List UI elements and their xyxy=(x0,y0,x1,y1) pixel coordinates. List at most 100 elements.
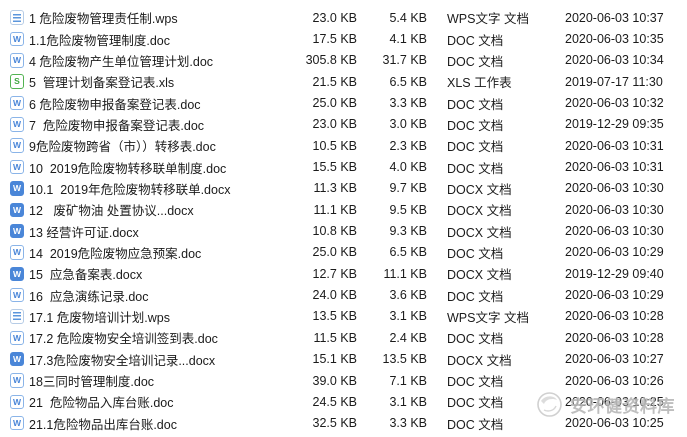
file-packed-size: 31.7 KB xyxy=(382,53,427,68)
file-name: 9危险废物跨省（市））转移表.doc xyxy=(29,140,216,155)
doc-file-icon: W xyxy=(10,53,24,68)
file-date: 2020-06-03 10:29 xyxy=(565,288,664,303)
file-row[interactable]: W 4 危险废物产生单位管理计划.doc 305.8 KB 31.7 KB DO… xyxy=(0,50,687,71)
file-date: 2020-06-03 10:31 xyxy=(565,138,664,153)
file-size: 10.5 KB xyxy=(312,138,357,153)
file-date: 2019-12-29 09:35 xyxy=(565,117,664,132)
file-packed-size: 5.4 KB xyxy=(389,10,427,25)
file-row[interactable]: W 9危险废物跨省（市））转移表.doc 10.5 KB 2.3 KB DOC … xyxy=(0,135,687,156)
docx-file-icon: W xyxy=(10,351,24,367)
file-row[interactable]: W 21.1危险物品出库台账.doc 32.5 KB 3.3 KB DOC 文档… xyxy=(0,413,687,434)
file-packed-size: 3.3 KB xyxy=(389,96,427,111)
file-size: 15.1 KB xyxy=(312,352,357,367)
file-date: 2020-06-03 10:28 xyxy=(565,309,664,324)
file-name: 17.1 危废物培训计划.wps xyxy=(29,310,171,325)
file-row[interactable]: W 21 危险物品入库台账.doc 24.5 KB 3.1 KB DOC 文档 … xyxy=(0,391,687,412)
file-size: 32.5 KB xyxy=(312,416,357,431)
file-row[interactable]: W 10.1 2019年危险废物转移联单.docx 11.3 KB 9.7 KB… xyxy=(0,178,687,199)
file-name: 13 经营许可证.docx xyxy=(29,225,139,240)
file-date: 2019-12-29 09:40 xyxy=(565,266,664,281)
file-packed-size: 4.0 KB xyxy=(389,160,427,175)
file-name: 7 危险废物申报备案登记表.doc xyxy=(29,118,205,133)
file-row[interactable]: S 5 管理计划备案登记表.xls 21.5 KB 6.5 KB XLS 工作表… xyxy=(0,71,687,92)
doc-file-icon: W xyxy=(10,373,24,388)
file-name: 21.1危险物品出库台账.doc xyxy=(29,417,177,432)
file-type: DOC 文档 xyxy=(447,54,504,69)
wps-file-icon xyxy=(10,10,24,25)
file-row[interactable]: W 15 应急备案表.docx 12.7 KB 11.1 KB DOCX 文档 … xyxy=(0,263,687,284)
file-name: 1 危险废物管理责任制.wps xyxy=(29,12,178,27)
file-size: 25.0 KB xyxy=(312,96,357,111)
file-size: 13.5 KB xyxy=(312,309,357,324)
file-row[interactable]: W 16 应急演练记录.doc 24.0 KB 3.6 KB DOC 文档 20… xyxy=(0,284,687,305)
file-name: 17.2 危险废物安全培训签到表.doc xyxy=(29,332,218,347)
file-type: DOCX 文档 xyxy=(447,182,512,197)
file-type: DOC 文档 xyxy=(447,396,504,411)
file-type: DOC 文档 xyxy=(447,246,504,261)
file-type: DOC 文档 xyxy=(447,161,504,176)
file-row[interactable]: W 18三同时管理制度.doc 39.0 KB 7.1 KB DOC 文档 20… xyxy=(0,370,687,391)
file-packed-size: 3.6 KB xyxy=(389,288,427,303)
file-date: 2020-06-03 10:25 xyxy=(565,416,664,431)
file-name: 14 2019危险废物应急预案.doc xyxy=(29,246,202,261)
file-type: DOC 文档 xyxy=(447,375,504,390)
file-date: 2020-06-03 10:29 xyxy=(565,245,664,260)
file-row[interactable]: W 12 废矿物油 处置协议...docx 11.1 KB 9.5 KB DOC… xyxy=(0,199,687,220)
file-size: 25.0 KB xyxy=(312,245,357,260)
file-date: 2019-07-17 11:30 xyxy=(565,74,663,89)
file-packed-size: 2.4 KB xyxy=(389,330,427,345)
file-packed-size: 2.3 KB xyxy=(389,138,427,153)
file-date: 2020-06-03 10:30 xyxy=(565,202,664,217)
file-name: 18三同时管理制度.doc xyxy=(29,375,155,390)
file-row[interactable]: W 17.2 危险废物安全培训签到表.doc 11.5 KB 2.4 KB DO… xyxy=(0,327,687,348)
file-packed-size: 9.7 KB xyxy=(389,181,427,196)
file-size: 24.5 KB xyxy=(312,394,357,409)
file-date: 2020-06-03 10:25 xyxy=(565,394,664,409)
file-packed-size: 11.1 KB xyxy=(383,266,427,281)
file-packed-size: 3.0 KB xyxy=(389,117,427,132)
file-packed-size: 3.1 KB xyxy=(389,394,427,409)
file-row[interactable]: W 17.3危险废物安全培训记录...docx 15.1 KB 13.5 KB … xyxy=(0,349,687,370)
file-size: 11.3 KB xyxy=(313,181,357,196)
file-date: 2020-06-03 10:26 xyxy=(565,373,664,388)
file-size: 15.5 KB xyxy=(312,160,357,175)
file-size: 23.0 KB xyxy=(312,10,357,25)
file-row[interactable]: W 13 经营许可证.docx 10.8 KB 9.3 KB DOCX 文档 2… xyxy=(0,220,687,241)
doc-file-icon: W xyxy=(10,287,24,303)
file-row[interactable]: 17.1 危废物培训计划.wps 13.5 KB 3.1 KB WPS文字 文档… xyxy=(0,306,687,327)
file-row[interactable]: 1 危险废物管理责任制.wps 23.0 KB 5.4 KB WPS文字 文档 … xyxy=(0,7,687,28)
file-packed-size: 6.5 KB xyxy=(389,74,427,89)
file-type: DOCX 文档 xyxy=(447,204,512,219)
file-row[interactable]: W 14 2019危险废物应急预案.doc 25.0 KB 6.5 KB DOC… xyxy=(0,242,687,263)
file-packed-size: 4.1 KB xyxy=(389,32,427,47)
file-date: 2020-06-03 10:34 xyxy=(565,53,664,68)
file-packed-size: 13.5 KB xyxy=(382,352,427,367)
doc-file-icon: W xyxy=(10,31,24,47)
file-type: XLS 工作表 xyxy=(447,76,512,91)
file-type: DOCX 文档 xyxy=(447,225,512,240)
docx-file-icon: W xyxy=(10,266,24,282)
file-date: 2020-06-03 10:32 xyxy=(565,96,664,111)
file-type: DOCX 文档 xyxy=(447,353,512,368)
docx-file-icon: W xyxy=(10,223,24,239)
file-row[interactable]: W 6 危险废物申报备案登记表.doc 25.0 KB 3.3 KB DOC 文… xyxy=(0,92,687,113)
file-date: 2020-06-03 10:27 xyxy=(565,352,664,367)
file-size: 10.8 KB xyxy=(312,224,357,239)
doc-file-icon: W xyxy=(10,159,24,175)
doc-file-icon: W xyxy=(10,245,24,260)
file-row[interactable]: W 7 危险废物申报备案登记表.doc 23.0 KB 3.0 KB DOC 文… xyxy=(0,114,687,135)
file-type: WPS文字 文档 xyxy=(447,310,529,325)
file-name: 15 应急备案表.docx xyxy=(29,268,143,283)
file-size: 23.0 KB xyxy=(312,117,357,132)
file-name: 6 危险废物申报备案登记表.doc xyxy=(29,97,201,112)
file-name: 17.3危险废物安全培训记录...docx xyxy=(29,353,216,368)
docx-file-icon: W xyxy=(10,202,24,218)
file-row[interactable]: W 1.1危险废物管理制度.doc 17.5 KB 4.1 KB DOC 文档 … xyxy=(0,28,687,49)
file-row[interactable]: W 10 2019危险废物转移联单制度.doc 15.5 KB 4.0 KB D… xyxy=(0,156,687,177)
file-name: 4 危险废物产生单位管理计划.doc xyxy=(29,54,214,69)
wps-file-icon xyxy=(10,309,24,324)
file-size: 12.7 KB xyxy=(312,266,357,281)
doc-file-icon: W xyxy=(10,117,24,132)
file-type: DOC 文档 xyxy=(447,332,504,347)
